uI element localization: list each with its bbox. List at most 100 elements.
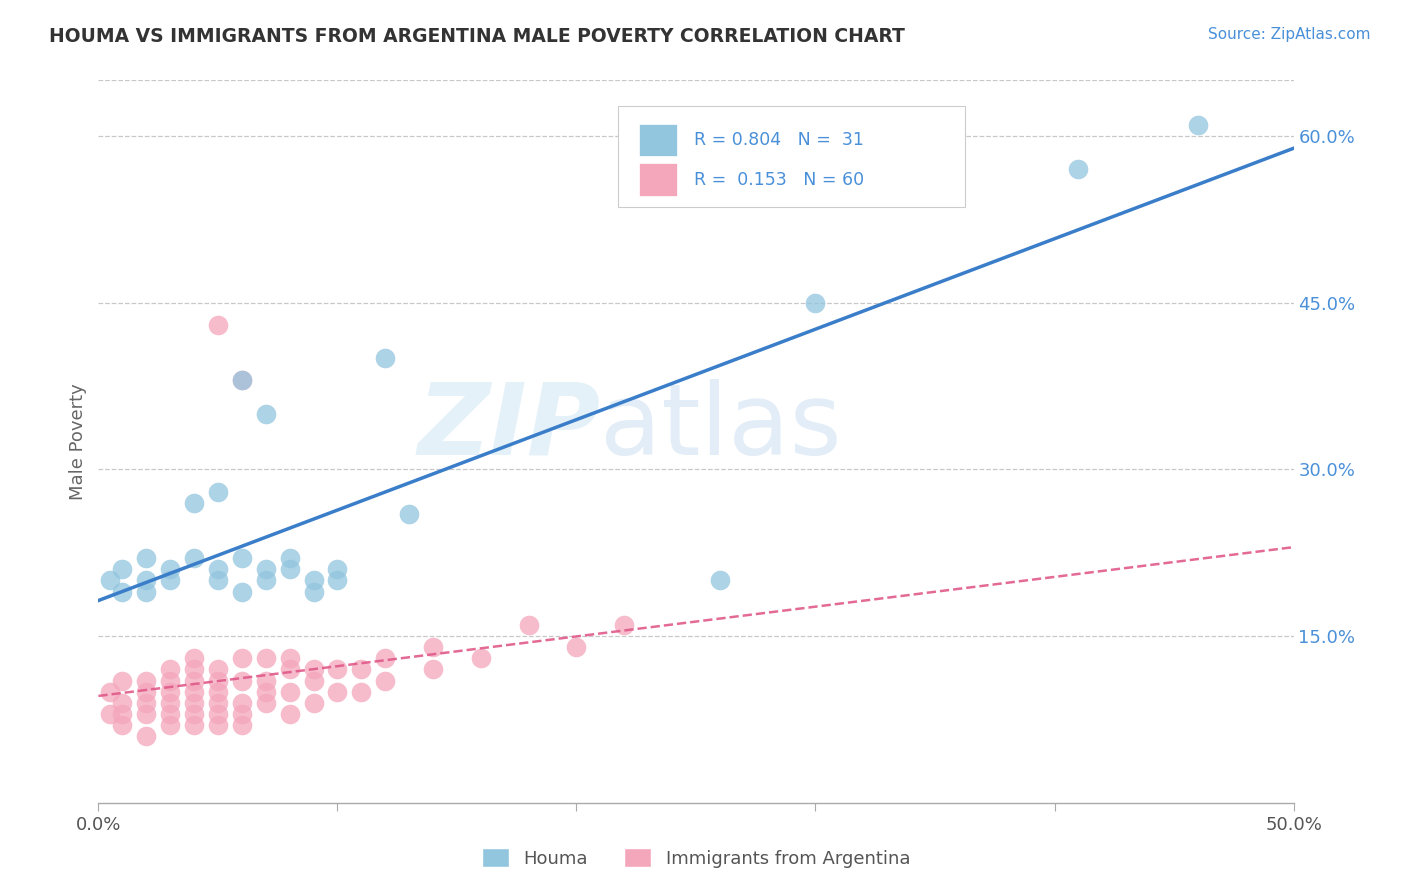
Point [98,684,122,698]
Point [470,651,492,665]
Bar [638,124,676,156]
Point [98,706,122,721]
Point [231,651,253,665]
Text: atlas: atlas [600,378,842,475]
Point [254,562,277,576]
Point [1187,118,1209,132]
Text: ZIP: ZIP [418,378,600,475]
Point [326,574,349,588]
Point [804,295,827,310]
Point [183,696,205,710]
Point [111,673,134,688]
Point [183,673,205,688]
Point [135,729,157,743]
Point [159,696,181,710]
Point [135,706,157,721]
Point [159,706,181,721]
Point [302,662,325,676]
Point [422,662,444,676]
Point [254,684,277,698]
Point [159,574,181,588]
Point [613,618,636,632]
Point [111,562,134,576]
FancyBboxPatch shape [619,105,965,207]
Legend: Houma, Immigrants from Argentina: Houma, Immigrants from Argentina [475,841,917,875]
Point [207,484,229,499]
Point [278,684,301,698]
Text: R = 0.804   N =  31: R = 0.804 N = 31 [693,131,863,149]
Point [254,696,277,710]
Point [111,718,134,732]
Point [278,551,301,566]
Point [374,673,396,688]
Point [254,651,277,665]
Point [207,718,229,732]
Point [135,551,157,566]
Point [183,684,205,698]
Text: Source: ZipAtlas.com: Source: ZipAtlas.com [1208,27,1371,42]
Bar [638,163,676,196]
Point [398,507,420,521]
Point [231,584,253,599]
Point [111,706,134,721]
Point [231,373,253,387]
Point [709,574,731,588]
Point [207,574,229,588]
Point [207,684,229,698]
Point [159,673,181,688]
Point [422,640,444,655]
Point [207,562,229,576]
Point [135,584,157,599]
Point [207,662,229,676]
Point [111,696,134,710]
Point [278,706,301,721]
Point [231,373,253,387]
Point [207,696,229,710]
Point [135,673,157,688]
Text: R =  0.153   N = 60: R = 0.153 N = 60 [693,171,863,189]
Point [135,684,157,698]
Y-axis label: Male Poverty: Male Poverty [69,384,87,500]
Point [159,684,181,698]
Point [183,718,205,732]
Point [183,496,205,510]
Point [326,662,349,676]
Point [374,651,396,665]
Point [278,562,301,576]
Point [183,706,205,721]
Point [302,584,325,599]
Point [135,696,157,710]
Point [231,673,253,688]
Point [207,673,229,688]
Point [565,640,588,655]
Point [159,562,181,576]
Text: HOUMA VS IMMIGRANTS FROM ARGENTINA MALE POVERTY CORRELATION CHART: HOUMA VS IMMIGRANTS FROM ARGENTINA MALE … [49,27,905,45]
Point [1067,162,1090,177]
Point [231,696,253,710]
Point [183,662,205,676]
Point [302,673,325,688]
Point [231,551,253,566]
Point [254,673,277,688]
Point [350,684,373,698]
Point [302,574,325,588]
Point [183,551,205,566]
Point [302,696,325,710]
Point [350,662,373,676]
Point [207,318,229,332]
Point [183,651,205,665]
Point [231,718,253,732]
Point [278,651,301,665]
Point [278,662,301,676]
Point [159,662,181,676]
Point [231,706,253,721]
Point [254,574,277,588]
Point [374,351,396,366]
Point [159,718,181,732]
Point [98,574,122,588]
Point [135,574,157,588]
Point [111,584,134,599]
Point [207,706,229,721]
Point [517,618,540,632]
Point [254,407,277,421]
